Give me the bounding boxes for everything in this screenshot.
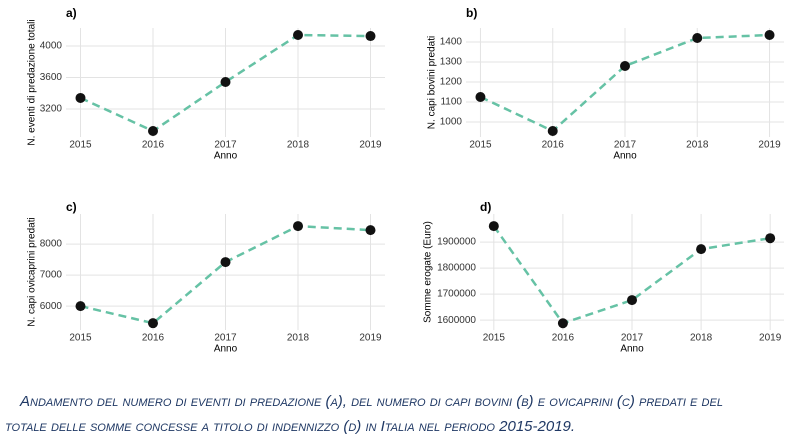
x-tick-label: 2016 (142, 333, 165, 344)
series-line (79, 33, 371, 133)
data-point (692, 33, 703, 43)
y-tick-label: 1700000 (437, 289, 476, 300)
x-tick-label: 2017 (621, 333, 644, 344)
x-tick-label: 2019 (759, 333, 782, 344)
x-tick-label: 2018 (287, 140, 310, 151)
y-tick-label: 1300 (440, 57, 463, 68)
data-point (148, 126, 158, 137)
x-tick-label: 2015 (69, 333, 92, 344)
x-tick-label: 2016 (542, 140, 565, 151)
caption-line: totale delle somme concesse a titolo di … (5, 418, 575, 435)
data-point (75, 301, 86, 312)
x-tick-label: 2019 (758, 140, 781, 151)
y-tick-label: 1100 (440, 97, 462, 108)
data-point (220, 76, 231, 87)
data-point (365, 31, 376, 42)
series-line (479, 33, 770, 133)
y-tick-label: 1400 (440, 37, 463, 48)
y-tick-label: 1800000 (437, 263, 476, 274)
x-tick-label: 2016 (142, 140, 165, 151)
x-tick-label: 2017 (214, 140, 237, 151)
y-axis-label: N. capi bovini predati (427, 36, 438, 129)
x-axis-label: Anno (214, 344, 238, 355)
y-tick-label: 6000 (40, 301, 63, 312)
x-tick-label: 2019 (359, 140, 382, 151)
y-tick-label: 1900000 (437, 237, 476, 248)
data-point (765, 233, 776, 244)
data-point (620, 61, 630, 71)
data-point (75, 92, 86, 103)
x-tick-label: 2016 (552, 333, 575, 344)
y-tick-label: 4000 (40, 41, 63, 52)
y-tick-label: 7000 (40, 270, 63, 281)
x-tick-label: 2017 (614, 140, 637, 151)
caption-line: Andamento del numero di eventi di predaz… (19, 393, 723, 410)
data-point (764, 30, 775, 40)
data-point (557, 318, 568, 329)
series-line (492, 225, 771, 325)
panel-label: d) (480, 200, 491, 214)
y-tick-label: 3200 (40, 104, 63, 115)
y-tick-label: 8000 (40, 239, 63, 250)
x-tick-label: 2015 (469, 140, 492, 151)
x-tick-label: 2015 (483, 333, 506, 344)
data-point (627, 295, 637, 306)
y-tick-label: 1000 (440, 117, 463, 128)
y-tick-label: 1200 (440, 77, 463, 88)
y-tick-label: 1600000 (437, 315, 476, 326)
panel-label: b) (466, 6, 477, 20)
data-point (488, 221, 499, 232)
x-axis-label: Anno (620, 344, 644, 355)
x-tick-label: 2017 (214, 333, 237, 344)
y-axis-label: Somme erogate (Euro) (423, 221, 434, 323)
x-tick-label: 2018 (287, 333, 310, 344)
data-point (293, 30, 303, 41)
panel-label: a) (66, 6, 77, 20)
y-tick-label: 3600 (40, 72, 63, 83)
panel-label: c) (66, 200, 77, 214)
data-point (547, 126, 558, 136)
y-axis-label: N. eventi di predazione totali (27, 19, 38, 145)
data-point (696, 244, 707, 255)
x-tick-label: 2015 (69, 140, 92, 151)
data-point (475, 92, 486, 102)
data-point (148, 318, 158, 329)
data-point (293, 221, 303, 232)
data-point (220, 257, 231, 268)
data-point (365, 225, 376, 236)
x-tick-label: 2018 (686, 140, 709, 151)
x-tick-label: 2019 (359, 333, 382, 344)
x-axis-label: Anno (214, 151, 238, 162)
x-axis-label: Anno (613, 151, 637, 162)
x-tick-label: 2018 (690, 333, 713, 344)
y-axis-label: N. capi ovicaprini predati (27, 217, 38, 327)
